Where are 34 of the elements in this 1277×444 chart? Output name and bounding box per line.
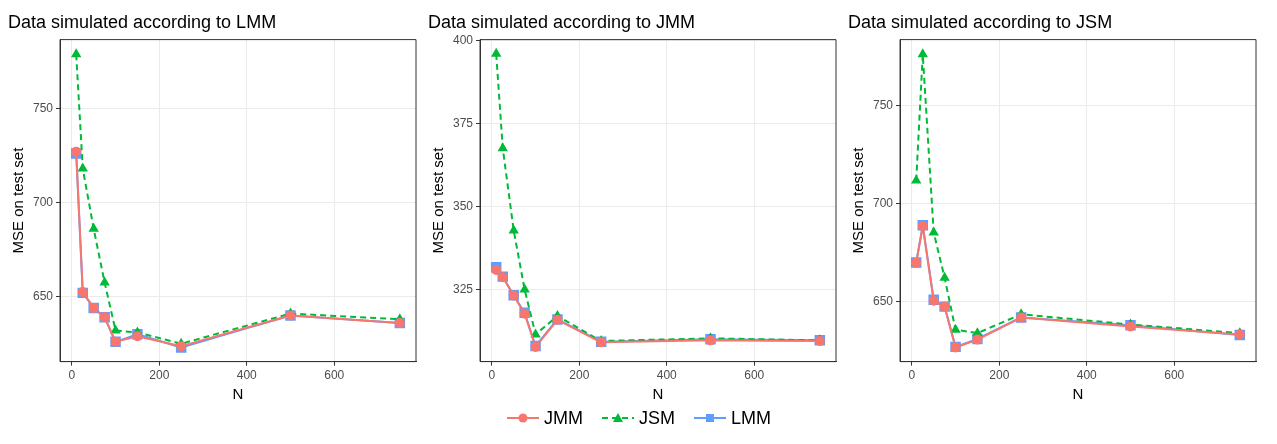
y-tick-label: 650	[32, 288, 54, 303]
x-tick-label: 200	[149, 368, 170, 383]
x-tick-label: 600	[324, 368, 345, 383]
x-axis-title: N	[1072, 385, 1084, 403]
y-tick-label: 750	[32, 100, 54, 115]
x-tick-label: 0	[908, 368, 916, 383]
x-tick-label: 400	[656, 368, 678, 383]
x-tick-label: 400	[1076, 368, 1098, 383]
x-tick-label: 400	[236, 368, 258, 383]
y-tick-label: 350	[452, 198, 474, 213]
y-axis-title: MSE on test set	[429, 146, 447, 254]
x-tick-label: 600	[1164, 368, 1185, 383]
y-tick-label: 400	[452, 32, 474, 47]
chart-title: Data simulated according to JSM	[848, 11, 1113, 32]
y-tick-label: 700	[32, 194, 54, 209]
y-tick-label: 750	[872, 97, 894, 112]
y-axis-title: MSE on test set	[849, 146, 867, 254]
y-tick-label: 700	[872, 195, 894, 210]
x-axis-title: N	[232, 385, 244, 403]
legend-label: JMM	[544, 407, 583, 429]
chart-title: Data simulated according to LMM	[8, 11, 277, 32]
x-tick-label: 0	[68, 368, 76, 383]
x-tick-label: 600	[744, 368, 765, 383]
y-tick-label: 650	[872, 294, 894, 309]
x-tick-label: 200	[569, 368, 590, 383]
y-tick-label: 375	[452, 115, 474, 130]
legend-label: JSM	[639, 407, 675, 429]
y-axis-title: MSE on test set	[9, 146, 27, 254]
y-tick-label: 325	[452, 281, 474, 296]
legend-label: LMM	[731, 407, 771, 429]
x-tick-label: 0	[488, 368, 496, 383]
chart-title: Data simulated according to JMM	[428, 11, 696, 32]
x-axis-title: N	[652, 385, 664, 403]
x-tick-label: 200	[989, 368, 1010, 383]
